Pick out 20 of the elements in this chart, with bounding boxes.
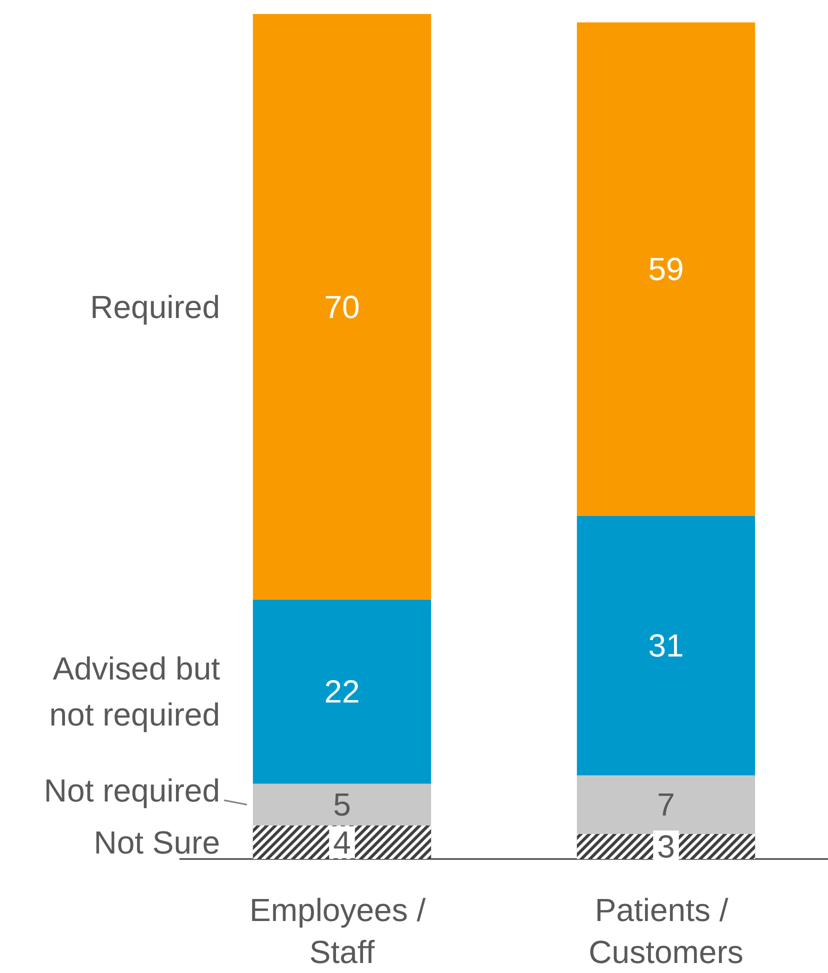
data-label: 5 (333, 786, 351, 823)
bar (252, 600, 432, 784)
bar (252, 14, 432, 600)
bar (576, 775, 756, 834)
data-label: 70 (324, 288, 360, 325)
series-label: Not required (44, 772, 220, 808)
data-label: 31 (648, 628, 684, 664)
x-tick-label: Patients / Customers (588, 892, 744, 970)
bar (576, 516, 756, 776)
data-label: 22 (324, 674, 360, 710)
data-label: 7 (657, 786, 675, 823)
bar (576, 22, 756, 516)
data-label: 3 (657, 828, 675, 864)
bar (252, 784, 432, 826)
series-label: Advised but not required (49, 650, 220, 733)
data-label: 59 (648, 251, 684, 288)
series-label: Required (90, 288, 220, 325)
x-tick-label: Employees / Staff (250, 892, 434, 970)
data-label: 4 (333, 824, 351, 860)
series-label: Not Sure (94, 824, 220, 860)
